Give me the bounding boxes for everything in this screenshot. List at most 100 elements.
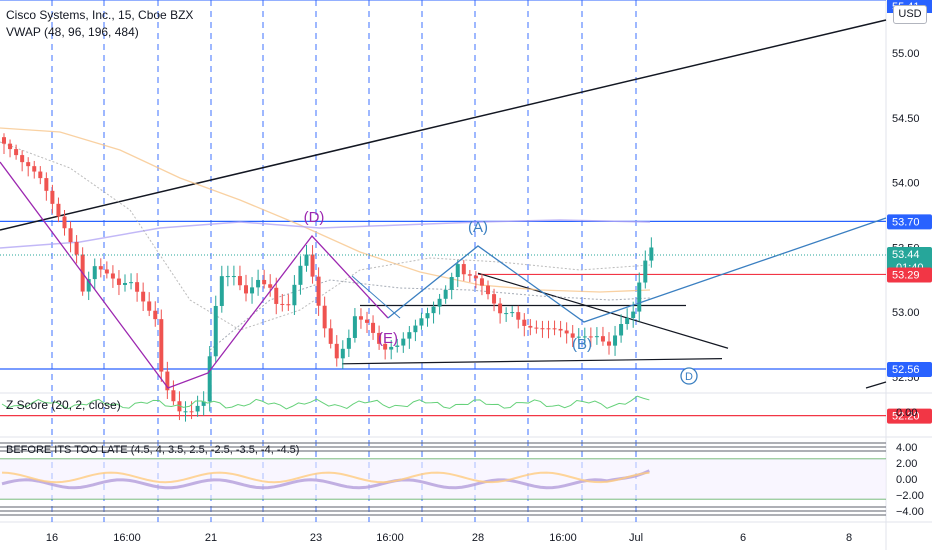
candle-body bbox=[250, 287, 255, 294]
candle-body bbox=[292, 284, 297, 306]
candle-body bbox=[14, 149, 19, 156]
candle-body bbox=[625, 318, 630, 325]
vwap-band bbox=[0, 219, 651, 249]
candle-body bbox=[479, 278, 484, 286]
vwap-band bbox=[0, 141, 651, 331]
candle-body bbox=[159, 319, 164, 372]
wave-label: D bbox=[685, 371, 693, 383]
candle-body bbox=[104, 269, 109, 274]
candle-body bbox=[377, 332, 382, 344]
candle-body bbox=[613, 335, 618, 346]
triangle-upper-line bbox=[477, 272, 729, 349]
candle-body bbox=[346, 337, 351, 349]
candle-body bbox=[401, 338, 406, 346]
candle-body bbox=[637, 282, 642, 312]
candle-body bbox=[564, 330, 569, 334]
wave-blue bbox=[351, 275, 401, 319]
price-label: 53.29 bbox=[892, 269, 920, 281]
candle-body bbox=[558, 328, 563, 331]
btl-tick: −2.00 bbox=[896, 490, 924, 502]
zscore-legend[interactable]: Z Score (20, 2, close) bbox=[6, 398, 121, 412]
trend-line-fragment bbox=[865, 381, 887, 389]
price-label: 53.44 bbox=[892, 249, 920, 261]
wave-label: (D) bbox=[304, 209, 325, 226]
candle-body bbox=[546, 328, 551, 330]
candle-body bbox=[449, 277, 454, 290]
y-tick-label: 53.00 bbox=[892, 307, 920, 319]
wave-label-circle bbox=[680, 367, 698, 385]
candle-body bbox=[322, 305, 327, 329]
vwap-legend[interactable]: VWAP (48, 96, 196, 484) bbox=[6, 25, 139, 39]
candle-body bbox=[116, 278, 121, 285]
candle-body bbox=[98, 266, 103, 270]
price-label-bg bbox=[887, 214, 932, 230]
candle-body bbox=[262, 279, 267, 285]
candle-body bbox=[286, 304, 291, 306]
candle-body bbox=[570, 333, 575, 338]
candle-body bbox=[516, 312, 521, 320]
candle-body bbox=[407, 332, 412, 339]
x-tick-label: 23 bbox=[310, 532, 322, 544]
y-tick-label: 55.00 bbox=[892, 48, 920, 60]
x-tick-label: 16 bbox=[46, 532, 58, 544]
candle-body bbox=[504, 313, 509, 315]
btl-tick: 2.00 bbox=[896, 458, 917, 470]
candle-body bbox=[219, 276, 224, 306]
btl-line bbox=[1, 469, 650, 490]
candle-body bbox=[528, 325, 533, 328]
candle-body bbox=[171, 390, 176, 402]
candle-body bbox=[352, 316, 357, 338]
candle-body bbox=[389, 346, 394, 350]
x-tick-label: 16:00 bbox=[549, 532, 577, 544]
candle-body bbox=[244, 285, 248, 294]
candle-body bbox=[268, 284, 273, 288]
candle-body bbox=[383, 343, 388, 350]
candle-body bbox=[340, 348, 345, 359]
candle-body bbox=[38, 171, 43, 179]
candle-body bbox=[129, 282, 134, 284]
candle-body bbox=[510, 312, 515, 314]
x-tick-label: 16:00 bbox=[113, 532, 141, 544]
symbol-legend[interactable]: Cisco Systems, Inc., 15, Cboe BZX bbox=[6, 8, 194, 22]
btl-legend[interactable]: BEFORE ITS TOO LATE (4.5, 4, 3.5, 2.5, -… bbox=[6, 444, 300, 456]
candle-body bbox=[86, 279, 91, 292]
candle-body bbox=[437, 298, 442, 307]
btl-tick: −4.00 bbox=[896, 506, 924, 518]
candle-body bbox=[195, 405, 200, 412]
candle-body bbox=[534, 327, 539, 329]
vwap-band bbox=[0, 127, 651, 293]
candle-body bbox=[44, 178, 49, 191]
y-tick-label: 54.50 bbox=[892, 113, 920, 125]
candle-body bbox=[594, 336, 599, 338]
candle-body bbox=[123, 282, 127, 285]
candle-body bbox=[649, 247, 654, 261]
x-tick-label: 28 bbox=[472, 532, 484, 544]
candle-body bbox=[443, 289, 448, 299]
x-tick-label: 8 bbox=[846, 532, 852, 544]
candle-body bbox=[26, 162, 31, 167]
candle-body bbox=[165, 371, 170, 391]
btl-tick: 0.00 bbox=[896, 474, 917, 486]
candle-body bbox=[74, 242, 79, 255]
zscore-line bbox=[1, 395, 650, 410]
trend-line bbox=[0, 19, 887, 231]
candle-body bbox=[256, 279, 261, 288]
candle-body bbox=[395, 345, 400, 347]
candle-body bbox=[201, 401, 206, 406]
candle-body bbox=[588, 336, 593, 338]
price-label-bg bbox=[887, 361, 932, 377]
candle-body bbox=[413, 325, 418, 333]
candle-body bbox=[371, 322, 376, 333]
btl-line bbox=[1, 471, 650, 484]
candle-body bbox=[461, 264, 466, 275]
currency-button[interactable]: USD bbox=[893, 5, 927, 24]
btl-band bbox=[0, 459, 886, 499]
candle-body bbox=[600, 336, 605, 342]
candle-body bbox=[631, 311, 636, 319]
candle-body bbox=[135, 282, 140, 292]
vwap-band bbox=[209, 279, 651, 351]
price-label-bg bbox=[887, 408, 932, 424]
candle-body bbox=[92, 266, 97, 280]
